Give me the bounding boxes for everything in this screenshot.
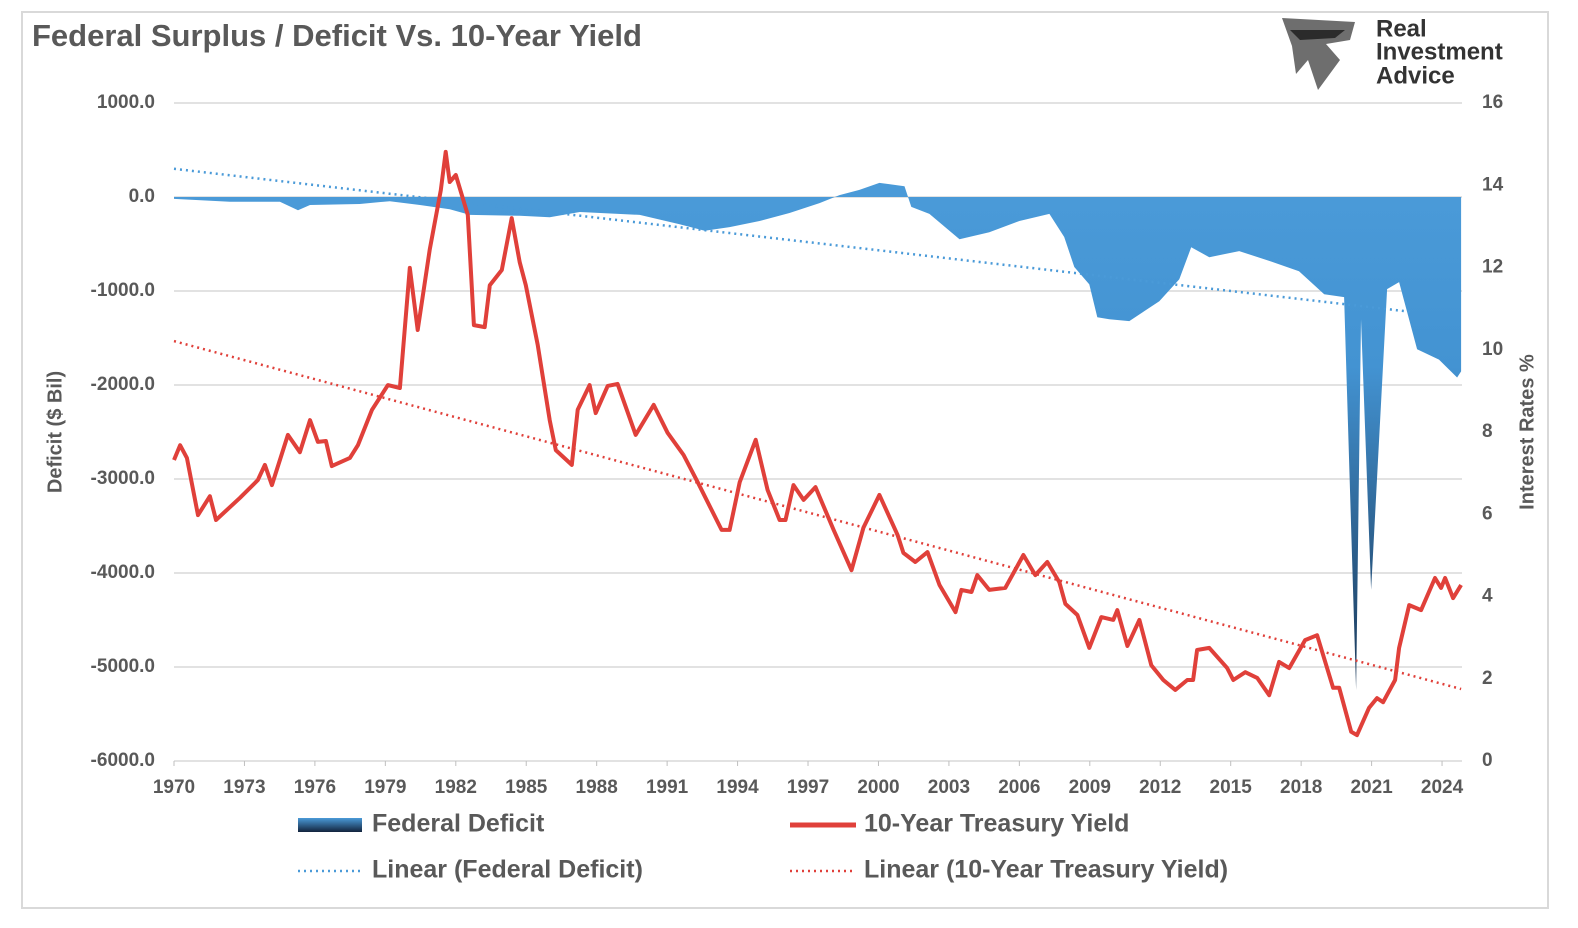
y2-tick-label: 8 bbox=[1482, 421, 1493, 442]
x-tick-label: 1979 bbox=[364, 777, 406, 798]
x-tick-label: 2024 bbox=[1421, 777, 1464, 798]
y-tick-label: -4000.0 bbox=[91, 562, 155, 583]
x-tick-label: 1985 bbox=[505, 777, 548, 798]
logo-text: Real bbox=[1376, 15, 1427, 42]
x-tick-label: 2015 bbox=[1210, 777, 1253, 798]
x-tick-label: 2000 bbox=[857, 777, 899, 798]
x-tick-label: 1988 bbox=[576, 777, 618, 798]
legend-label: Linear (10-Year Treasury Yield) bbox=[864, 856, 1228, 884]
x-tick-label: 2012 bbox=[1139, 777, 1181, 798]
y2-tick-label: 10 bbox=[1482, 339, 1503, 360]
x-tick-label: 1997 bbox=[787, 777, 829, 798]
grid: -6000.0 -5000.0 -4000.0 -3000.0 -2000.0 -1000… bbox=[91, 92, 1504, 798]
logo-text: Advice bbox=[1376, 62, 1455, 89]
y-tick-label: -2000.0 bbox=[91, 374, 155, 395]
legend-label: Linear (Federal Deficit) bbox=[372, 856, 643, 884]
legend-label: Federal Deficit bbox=[372, 810, 545, 838]
trend-line bbox=[173, 167, 1414, 314]
x-tick-label: 1982 bbox=[435, 777, 477, 798]
logo-text: Investment bbox=[1376, 38, 1503, 65]
x-tick-label: 2021 bbox=[1350, 777, 1393, 798]
y-tick-label: -1000.0 bbox=[91, 280, 155, 301]
legend-swatch bbox=[298, 818, 362, 832]
x-tick-label: 2009 bbox=[1069, 777, 1111, 798]
chart-frame bbox=[21, 11, 1549, 909]
y2-tick-label: 14 bbox=[1482, 174, 1504, 195]
legend-label: 10-Year Treasury Yield bbox=[864, 810, 1129, 838]
logo: Real Investment Advice bbox=[1282, 15, 1503, 90]
x-tick-label: 1994 bbox=[716, 777, 759, 798]
y-tick-label: -3000.0 bbox=[91, 468, 155, 489]
x-tick-label: 1976 bbox=[294, 777, 336, 798]
y-tick-label: 0.0 bbox=[129, 186, 155, 207]
chart-title: Federal Surplus / Deficit Vs. 10-Year Yi… bbox=[32, 18, 642, 53]
x-tick-label: 1973 bbox=[223, 777, 265, 798]
deficit-area bbox=[174, 182, 1462, 690]
trend-line bbox=[173, 339, 1462, 691]
y2-tick-label: 6 bbox=[1482, 503, 1493, 524]
y2-tick-label: 0 bbox=[1482, 750, 1493, 771]
x-tick-label: 1991 bbox=[646, 777, 689, 798]
x-tick-label: 2006 bbox=[998, 777, 1040, 798]
logo-icon bbox=[1282, 18, 1355, 90]
y2-tick-label: 4 bbox=[1482, 586, 1493, 607]
y2-axis-label: Interest Rates % bbox=[1516, 354, 1538, 510]
legend: Federal Deficit 10-Year Treasury Yield Lin… bbox=[298, 810, 1228, 884]
y-tick-label: 1000.0 bbox=[97, 92, 155, 113]
yield-line bbox=[172, 149, 1463, 738]
y2-tick-label: 2 bbox=[1482, 668, 1493, 689]
x-tick-label: 1970 bbox=[153, 777, 195, 798]
x-tick-label: 2018 bbox=[1280, 777, 1322, 798]
y-tick-label: -6000.0 bbox=[91, 750, 155, 771]
logo-icon bbox=[1290, 30, 1345, 40]
y-tick-label: -5000.0 bbox=[91, 656, 155, 677]
x-tick-label: 2003 bbox=[928, 777, 970, 798]
y2-tick-label: 12 bbox=[1482, 257, 1503, 278]
plot-area bbox=[172, 149, 1463, 738]
y-axis-label: Deficit ($ Bil) bbox=[44, 371, 66, 493]
y2-tick-label: 16 bbox=[1482, 92, 1503, 113]
